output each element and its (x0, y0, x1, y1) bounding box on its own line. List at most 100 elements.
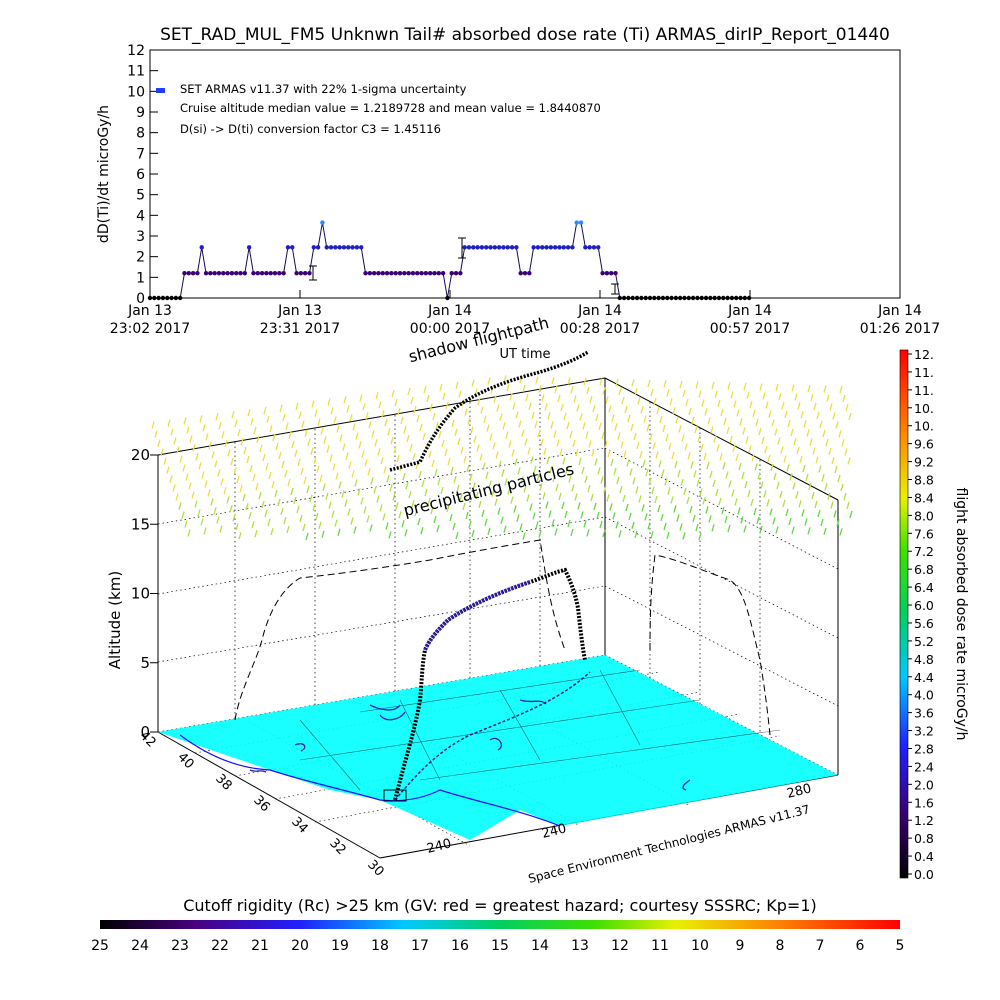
particle-tick (304, 429, 308, 437)
y-tick-label: 1 (136, 270, 145, 286)
data-point (600, 271, 605, 276)
data-point (734, 295, 739, 301)
particle-tick (635, 486, 639, 494)
particle-tick (479, 453, 483, 461)
colorbar-tick-label: 4.0 (914, 688, 934, 703)
colorbar-tick-label: 4.4 (914, 670, 934, 685)
particle-tick (567, 377, 571, 385)
data-point (225, 271, 230, 276)
colorbar-tick-label: 0.4 (914, 849, 934, 864)
z-tick-label: 0 (140, 723, 150, 741)
particle-tick (351, 470, 355, 478)
particle-tick (366, 515, 370, 523)
particle-tick (398, 511, 402, 519)
particle-tick (644, 513, 648, 521)
particle-tick (634, 388, 638, 396)
particle-tick (618, 387, 622, 396)
particle-tick (805, 473, 809, 482)
data-point (540, 245, 545, 250)
particle-tick (758, 427, 762, 436)
particle-tick (617, 432, 621, 440)
data-point (432, 271, 437, 276)
data-point (354, 245, 360, 250)
particle-tick (272, 433, 276, 442)
particle-tick (838, 430, 842, 438)
data-point (505, 245, 510, 250)
particle-tick (603, 485, 607, 493)
particle-tick (274, 489, 278, 498)
particle-tick (690, 461, 694, 469)
colorbar-tick-label: 15 (491, 938, 509, 954)
particle-tick (718, 497, 722, 506)
particle-tick (353, 526, 357, 534)
x-axis-label: UT time (500, 347, 551, 362)
particle-tick (715, 488, 719, 497)
particle-tick (396, 455, 400, 463)
data-point (156, 295, 161, 301)
particle-tick (541, 394, 545, 402)
particle-tick (237, 428, 241, 437)
data-point (277, 271, 282, 276)
particle-tick (794, 393, 798, 401)
colorbar-tick-label: 24 (131, 938, 149, 954)
particle-tick (575, 448, 579, 457)
particle-tick (780, 446, 784, 454)
data-point (509, 245, 515, 250)
particle-tick (385, 522, 389, 530)
data-point (285, 245, 291, 250)
colorbar-tick-label: 7.2 (914, 544, 934, 559)
particle-tick (630, 423, 634, 432)
particle-tick (435, 421, 439, 430)
particle-tick (322, 483, 326, 491)
particle-tick (812, 447, 816, 455)
particle-tick (362, 403, 366, 411)
particle-tick (397, 407, 401, 416)
data-point (604, 271, 610, 276)
particle-tick (422, 432, 426, 441)
particle-tick (484, 518, 488, 526)
particle-tick (293, 496, 297, 505)
particle-tick (672, 407, 676, 415)
particle-tick (750, 498, 754, 507)
particle-tick (182, 464, 186, 472)
particle-tick (705, 506, 709, 514)
particle-tick (503, 525, 507, 533)
particle-tick (828, 447, 832, 456)
colorbar-tick-label: 7.6 (914, 526, 934, 541)
particle-tick (615, 521, 619, 529)
particle-tick (533, 465, 537, 473)
particle-tick (519, 523, 523, 531)
particle-tick (407, 387, 411, 396)
particle-tick (306, 485, 310, 493)
particle-tick (835, 421, 839, 429)
particle-tick (634, 530, 638, 539)
particle-tick (504, 478, 508, 486)
particle-tick (476, 444, 480, 452)
particle-tick (552, 474, 556, 483)
particle-tick (348, 461, 352, 469)
particle-tick (483, 415, 487, 423)
data-point (333, 245, 338, 250)
particle-tick (199, 415, 203, 423)
data-point (652, 295, 657, 301)
particle-tick (388, 531, 392, 539)
particle-tick (449, 513, 453, 522)
lat-tick-label: 34 (288, 814, 310, 836)
particle-tick (559, 448, 563, 456)
data-point (359, 245, 364, 250)
particle-tick (271, 480, 275, 489)
colorbar-tick-label: 10. (914, 401, 934, 416)
particle-tick (485, 471, 489, 479)
particle-tick (759, 525, 763, 534)
particle-tick (247, 408, 251, 417)
particle-tick (626, 459, 630, 467)
particle-tick (413, 405, 417, 414)
particle-tick (411, 500, 415, 508)
particle-tick (290, 487, 294, 496)
particle-tick (609, 503, 613, 511)
particle-tick (321, 530, 325, 538)
particle-tick (394, 398, 398, 407)
particle-tick (313, 456, 317, 464)
particle-tick (506, 384, 510, 392)
particle-tick (456, 484, 460, 493)
